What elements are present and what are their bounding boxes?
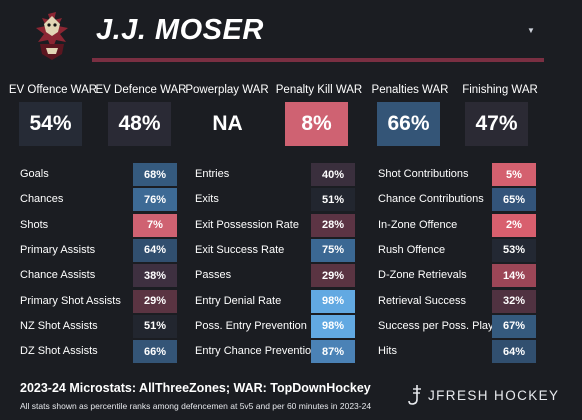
stat-percentile-box: 68% xyxy=(133,163,177,186)
stat-label: Goals xyxy=(20,168,49,180)
player-name: J.J. MOSER xyxy=(96,14,264,46)
stat-percentile-box: 29% xyxy=(133,289,177,313)
stat-label: Entry Chance Prevention xyxy=(195,345,318,358)
stat-label: DZ Shot Assists xyxy=(20,345,98,358)
stat-label: Chances xyxy=(20,193,64,206)
coyotes-logo-icon xyxy=(28,10,76,62)
stat-label: Shot Contributions xyxy=(378,168,469,180)
stat-label: NZ Shot Assists xyxy=(20,319,98,332)
stat-percentile-box: 64% xyxy=(492,340,536,364)
jfresh-logo-icon xyxy=(408,384,422,406)
war-label-finishing: Finishing WAR xyxy=(462,84,538,96)
stat-label: Chance Contributions xyxy=(378,193,484,206)
stat-label: Primary Assists xyxy=(20,243,96,256)
stat-percentile-box: 98% xyxy=(311,289,355,313)
stat-label: Passes xyxy=(195,269,232,282)
war-box-ev-defence: 48% xyxy=(108,102,171,146)
stat-label: Hits xyxy=(378,345,397,358)
stat-percentile-box: 7% xyxy=(133,213,177,237)
stat-label: Retrieval Success xyxy=(378,294,467,307)
stat-label: Rush Offence xyxy=(378,243,446,256)
title-divider xyxy=(92,58,544,62)
war-label-ev-offence: EV Offence WAR xyxy=(8,84,98,96)
stat-percentile-box: 51% xyxy=(311,188,355,212)
stat-percentile-box: 38% xyxy=(133,264,177,288)
war-label-penalty-kill: Penalty Kill WAR xyxy=(275,84,363,96)
stat-percentile-box: 64% xyxy=(133,238,177,262)
microstats-source-line: 2023-24 Microstats: AllThreeZones; WAR: … xyxy=(20,381,371,395)
brand-name: JFRESH HOCKEY xyxy=(428,387,560,403)
stat-percentile-box: 53% xyxy=(492,238,536,262)
stat-label: Exits xyxy=(195,193,219,206)
stat-percentile-box: 65% xyxy=(492,188,536,212)
stat-percentile-box: 75% xyxy=(311,238,355,262)
stat-label: Shots xyxy=(20,218,49,231)
dropdown-caret-icon[interactable]: ▼ xyxy=(527,26,535,35)
stat-label: Entry Denial Rate xyxy=(195,294,282,307)
stat-percentile-box: 2% xyxy=(492,213,536,237)
stat-label: Exit Possession Rate xyxy=(195,218,299,231)
stat-label: Success per Poss. Play xyxy=(378,319,494,332)
percentile-note: All stats shown as percentile ranks amon… xyxy=(20,401,372,411)
war-box-penalty-kill: 8% xyxy=(285,102,348,146)
stat-percentile-box: 40% xyxy=(311,163,355,186)
war-box-ev-offence: 54% xyxy=(19,102,82,146)
stat-label: Primary Shot Assists xyxy=(20,294,121,307)
brand: JFRESH HOCKEY xyxy=(408,384,559,406)
stat-label: Chance Assists xyxy=(20,269,96,282)
war-label-penalties: Penalties WAR xyxy=(371,84,449,96)
stat-percentile-box: 32% xyxy=(492,289,536,313)
stat-percentile-box: 29% xyxy=(311,264,355,288)
stat-percentile-box: 98% xyxy=(311,314,355,338)
stat-percentile-box: 67% xyxy=(492,314,536,338)
stat-percentile-box: 14% xyxy=(492,264,536,288)
stat-label: In-Zone Offence xyxy=(378,218,458,231)
war-box-penalties: 66% xyxy=(377,102,440,146)
war-label-powerplay: Powerplay WAR xyxy=(185,84,269,96)
stat-percentile-box: 76% xyxy=(133,188,177,212)
stat-label: Entries xyxy=(195,168,230,180)
stat-percentile-box: 5% xyxy=(492,163,536,186)
stat-label: Exit Success Rate xyxy=(195,243,285,256)
stat-label: Poss. Entry Prevention xyxy=(195,319,307,332)
war-box-finishing: 47% xyxy=(465,102,528,146)
war-box-powerplay: NA xyxy=(196,102,259,146)
stat-percentile-box: 87% xyxy=(311,340,355,364)
war-label-ev-defence: EV Defence WAR xyxy=(95,84,187,96)
stat-percentile-box: 51% xyxy=(133,314,177,338)
stat-percentile-box: 28% xyxy=(311,213,355,237)
stat-percentile-box: 66% xyxy=(133,340,177,364)
stat-label: D-Zone Retrievals xyxy=(378,269,467,282)
